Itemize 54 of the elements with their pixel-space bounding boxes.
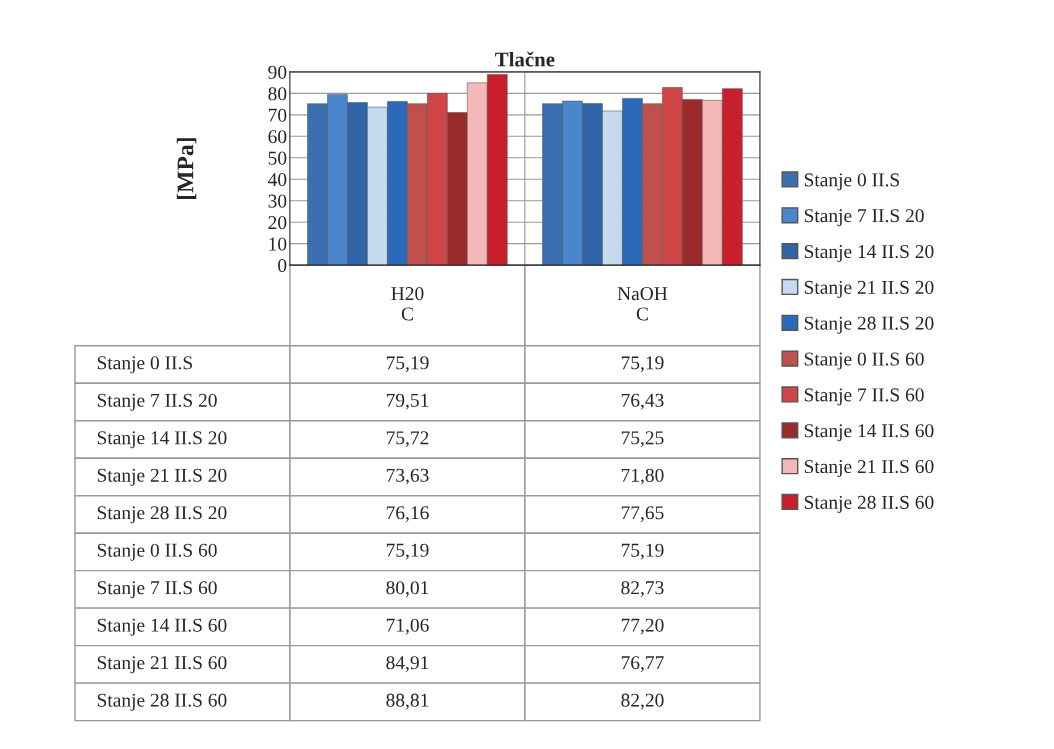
y-tick-label: 90 — [268, 65, 287, 79]
y-tick-label: 70 — [268, 108, 287, 122]
data-label: 76,43 — [621, 393, 664, 410]
text: Stanje 14 II.S 20 — [97, 431, 227, 449]
data-label: 75,19 — [621, 356, 664, 373]
y-tick-label: 40 — [268, 173, 287, 187]
y-tick-label: 0 — [278, 258, 287, 273]
legend-label: Stanje 0 II.S 60 — [804, 352, 924, 370]
x-tick-label: H20 C — [391, 287, 424, 321]
data-label: 75,72 — [386, 431, 429, 448]
text: Stanje 28 II.S 20 — [97, 506, 227, 524]
legend-label: Stanje 21 II.S 60 — [804, 459, 934, 478]
data-label: 88,81 — [386, 693, 429, 710]
y-tick-label: 50 — [268, 151, 287, 165]
data-label: 76,77 — [621, 656, 664, 673]
data-label: 75,19 — [621, 543, 664, 560]
y-tick-label: 30 — [268, 194, 287, 208]
chart-title: Tlačne — [495, 51, 555, 67]
text: Stanje 7 II.S 60 — [97, 581, 217, 599]
text: Stanje 7 II.S 20 — [97, 393, 217, 411]
data-label: 75,19 — [386, 356, 429, 373]
data-label: 82,73 — [621, 581, 664, 598]
legend-label: Stanje 7 II.S 20 — [804, 209, 924, 227]
legend-label: Stanje 14 II.S 20 — [804, 244, 934, 263]
text: Stanje 28 II.S 60 — [97, 693, 227, 711]
text: Stanje 21 II.S 60 — [97, 656, 227, 674]
text: Stanje 0 II.S — [97, 356, 192, 374]
legend-label: Stanje 14 II.S 60 — [804, 424, 934, 442]
data-label: 77,65 — [621, 506, 664, 523]
text: Stanje 14 II.S 60 — [97, 618, 227, 636]
data-label: 75,19 — [386, 543, 429, 560]
data-label: 84,91 — [386, 656, 429, 673]
y-tick-label: 20 — [268, 216, 287, 230]
data-label: 75,25 — [621, 431, 664, 448]
legend-label: Stanje 21 II.S 20 — [804, 280, 934, 298]
legend-label: Stanje 7 II.S 60 — [804, 388, 924, 406]
legend-label: Stanje 28 II.S 20 — [804, 316, 934, 334]
y-tick-label: 10 — [269, 237, 287, 251]
data-label: 76,16 — [386, 506, 429, 523]
x-tick-label: NaOH C — [617, 287, 668, 321]
y-tick-label: 80 — [268, 87, 287, 101]
data-label: 71,06 — [386, 618, 429, 635]
data-label: 79,51 — [386, 393, 429, 410]
legend-label: Stanje 0 II.S — [804, 173, 899, 191]
data-label: 77,20 — [621, 618, 664, 635]
data-label: 73,63 — [386, 468, 429, 485]
y-axis-title: [MPa] — [176, 138, 197, 199]
text: Stanje 21 II.S 20 — [97, 468, 227, 486]
text: Stanje 0 II.S 60 — [97, 543, 217, 561]
data-label: 71,80 — [621, 468, 664, 485]
data-label: 80,01 — [386, 581, 429, 598]
y-tick-label: 60 — [268, 130, 287, 144]
legend-label: Stanje 28 II.S 60 — [804, 495, 934, 513]
data-label: 82,20 — [621, 693, 664, 710]
